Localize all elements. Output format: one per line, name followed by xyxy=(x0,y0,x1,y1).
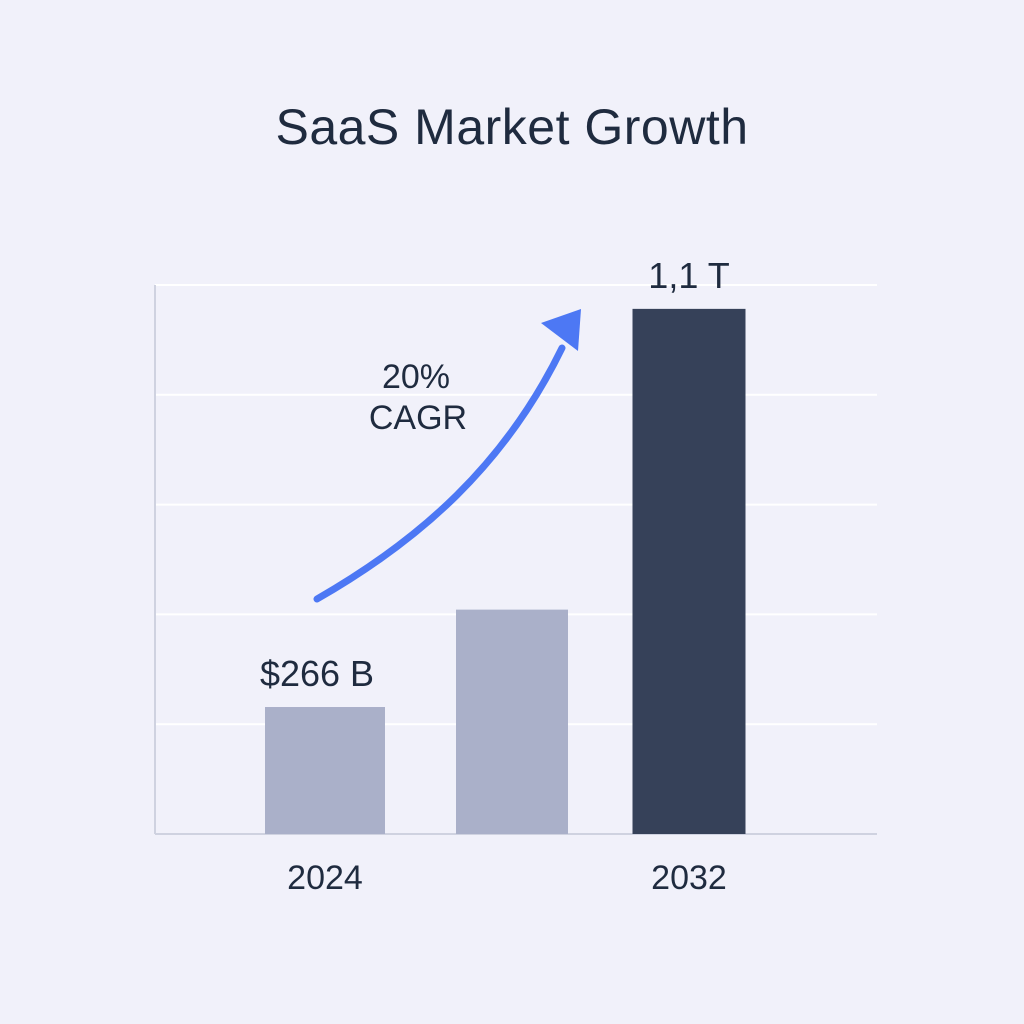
chart-title: SaaS Market Growth xyxy=(275,99,749,155)
x-tick-label-2024: 2024 xyxy=(287,859,363,897)
x-tick-labels: 2024 2032 xyxy=(287,859,727,897)
bar-series-1 xyxy=(456,609,568,834)
growth-arrow-icon xyxy=(313,344,566,603)
data-label-2024: $266 B xyxy=(260,653,374,694)
data-label-2032: 1,1 T xyxy=(648,255,729,296)
bar-data-labels: $266 B 1,1 T xyxy=(260,255,730,694)
growth-arrowhead-icon xyxy=(541,309,581,351)
cagr-annotation: 20% CAGR xyxy=(313,309,581,603)
x-tick-label-2032: 2032 xyxy=(651,859,727,897)
cagr-percent-text: 20% xyxy=(382,358,450,396)
bars xyxy=(265,308,746,834)
cagr-label-text: CAGR xyxy=(369,399,467,437)
bar-2024 xyxy=(265,707,385,834)
bar-2032 xyxy=(632,308,746,834)
